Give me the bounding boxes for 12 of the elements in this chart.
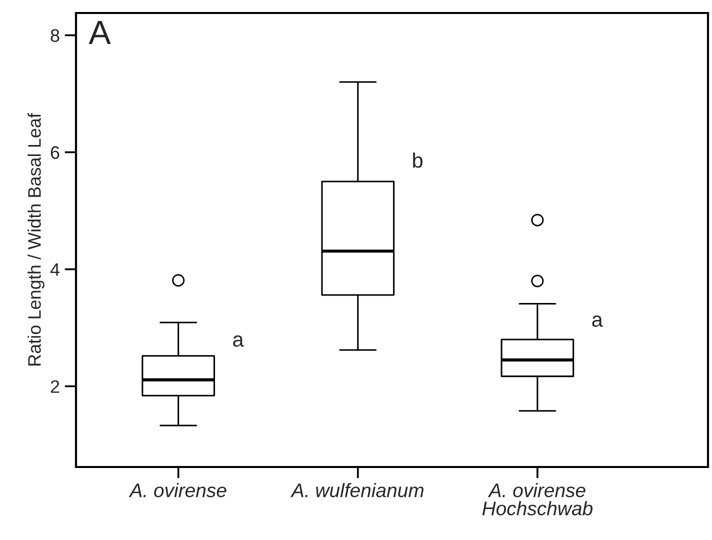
annotation: A	[88, 21, 111, 44]
x-tick-label: A. ovirense	[128, 482, 226, 498]
annotation: b	[413, 152, 422, 168]
annotation: a	[592, 316, 603, 327]
x-tick-label: A. ovirense Hochschwab	[482, 482, 592, 516]
y-tick-label: 8	[50, 29, 60, 42]
y-tick-label: 6	[50, 146, 60, 159]
y-tick-label: 4	[50, 263, 60, 276]
y-axis-title: Ratio Length / Width Basal Leaf	[28, 113, 44, 366]
x-tick-label: A. wulfenianum	[290, 482, 424, 498]
y-tick-label: 2	[50, 380, 60, 393]
annotation: a	[233, 335, 244, 347]
